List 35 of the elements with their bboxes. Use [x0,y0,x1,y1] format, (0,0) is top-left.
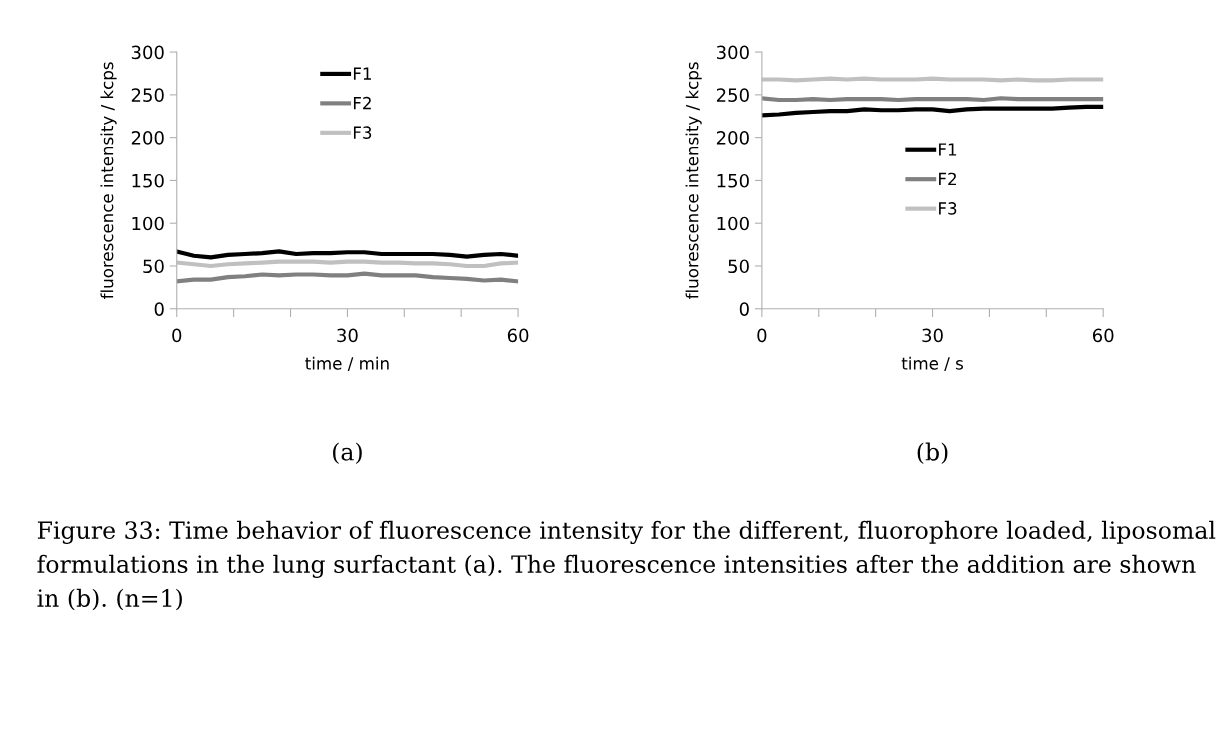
y-tick-label: 250 [716,88,749,102]
legend-label: F2 [353,96,371,110]
text: (a) [333,442,362,465]
y-tick-label: 0 [739,302,749,316]
y-tick-label: 250 [131,88,164,102]
x-tick-label: 60 [507,328,529,343]
x-tick-label: 60 [1092,328,1114,343]
legend-label: F3 [939,202,957,215]
x-axis-title: time / s [901,356,963,371]
y-tick-label: 150 [717,173,749,188]
legend-label: F1 [939,143,957,156]
y-tick-label: 200 [716,131,749,145]
line-series [176,271,519,284]
x-tick-label: 30 [922,328,943,343]
y-tick-label: 300 [716,45,749,60]
line-series [761,104,1104,118]
x-tick-label: 0 [172,328,182,343]
y-tick-label: 0 [154,302,164,316]
caption: Figure 33: Time behavior of fluorescence intensity for the different, fluorophore loaded, liposomal formulations in the lung surfactant (a). The fluorescence intensities after the addition are shown in (b). (n=1) [37,520,1216,611]
x-tick-label: 0 [757,328,767,343]
legend-label: F3 [353,126,372,139]
y-tick-label: 300 [131,45,164,60]
legend-label: F2 [939,172,956,186]
y-tick-label: 150 [132,173,164,188]
y-tick-label: 50 [143,259,164,274]
legend-label: F1 [353,67,371,80]
text: (b) [917,442,948,465]
y-tick-label: 100 [717,216,749,231]
y-tick-label: 200 [131,131,164,145]
y-tick-label: 100 [132,216,164,231]
y-axis-title: fluorescence intensity / kcps [100,62,117,299]
x-tick-label: 30 [337,328,358,343]
y-tick-label: 50 [728,259,749,274]
x-axis-title: time / min [305,356,389,371]
y-axis-title: fluorescence intensity / kcps [685,62,702,299]
